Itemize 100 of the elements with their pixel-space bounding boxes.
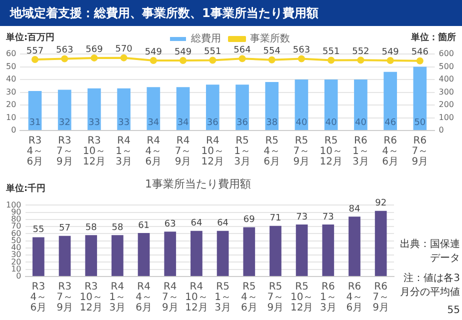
y-tick-label: 40 xyxy=(6,74,16,84)
y-tick-label: 10 xyxy=(6,112,16,122)
bar xyxy=(85,235,98,276)
x-tick-label: R6 4～6月 xyxy=(346,281,363,314)
x-tick-label: R6 1～3月 xyxy=(352,135,369,168)
x-tick-label: R3 4～6月 xyxy=(30,281,47,314)
bar xyxy=(294,80,308,130)
bar xyxy=(270,226,282,276)
bar xyxy=(32,237,44,276)
bar xyxy=(374,210,387,276)
x-tick-label: R4 1～3月 xyxy=(116,135,132,168)
y-tick-label: 80 xyxy=(11,214,22,224)
x-tick-label: R5 7～9月 xyxy=(293,135,310,168)
data-label: 564 xyxy=(234,45,252,56)
data-label: 546 xyxy=(411,48,429,58)
y-tick-label: 0 xyxy=(16,272,22,281)
data-label: 58 xyxy=(85,222,98,233)
bar xyxy=(236,84,249,130)
bar xyxy=(324,80,338,130)
data-label: 38 xyxy=(266,118,278,128)
y-tick-label: 40 xyxy=(11,243,22,252)
x-tick-label: R4 7～9月 xyxy=(174,135,192,168)
bar xyxy=(296,224,308,276)
x-tick-label: R6 4～6月 xyxy=(382,135,398,168)
data-label: 40 xyxy=(354,118,367,128)
y2-tick-label: 300 xyxy=(438,87,454,96)
data-label: 34 xyxy=(148,118,160,128)
bar xyxy=(190,230,202,276)
y2-tick-label: 400 xyxy=(438,74,454,84)
bar xyxy=(112,235,124,276)
data-label: 64 xyxy=(190,218,202,229)
x-tick-label: R3 7～9月 xyxy=(56,281,73,314)
data-label: 64 xyxy=(217,218,229,229)
data-label: 92 xyxy=(375,198,387,209)
y-tick-label: 10 xyxy=(11,264,22,274)
data-label: 554 xyxy=(263,46,281,57)
x-tick-label: R6 7～9月 xyxy=(372,281,390,314)
data-label: 551 xyxy=(322,47,340,58)
bar xyxy=(348,216,360,276)
data-label: 549 xyxy=(144,47,162,58)
data-label: 73 xyxy=(296,212,308,222)
text: 注：値は各3月分の平均値 xyxy=(399,272,460,299)
y-tick-label: 60 xyxy=(6,49,16,58)
x-tick-label: R5 10～12月 xyxy=(320,135,342,168)
bar xyxy=(216,230,229,276)
bar xyxy=(176,87,190,130)
data-label: 50 xyxy=(414,118,426,128)
data-label: 69 xyxy=(243,215,256,226)
text: 55 xyxy=(447,305,460,316)
bar xyxy=(384,72,397,130)
y2-tick-label: 500 xyxy=(438,62,454,71)
bar xyxy=(206,84,220,130)
y-tick-label: 30 xyxy=(6,87,16,96)
x-tick-label: R4 10～12月 xyxy=(201,135,224,168)
data-label: 549 xyxy=(382,47,400,58)
data-label: 61 xyxy=(138,220,150,231)
data-label: 31 xyxy=(29,118,41,128)
data-label: 557 xyxy=(26,46,44,56)
bar xyxy=(138,233,150,276)
data-label: 40 xyxy=(296,118,308,128)
y-tick-label: 50 xyxy=(6,62,16,71)
data-label: 84 xyxy=(348,204,360,214)
x-tick-label: R3 10～12月 xyxy=(82,135,106,168)
y-tick-label: 90 xyxy=(11,207,22,216)
x-tick-label: R5 10～12月 xyxy=(290,281,314,314)
x-tick-label: R5 4～6月 xyxy=(240,281,258,314)
data-label: 33 xyxy=(88,118,100,128)
data-label: 57 xyxy=(59,224,71,234)
bar xyxy=(354,80,368,130)
x-tick-label: R6 1～3月 xyxy=(320,281,336,314)
data-label: 71 xyxy=(270,214,282,224)
x-tick-label: R3 4～6月 xyxy=(26,135,44,168)
y2-tick-label: 200 xyxy=(438,100,454,110)
x-tick-label: R4 10～12月 xyxy=(185,281,208,314)
x-tick-label: R3 10～12月 xyxy=(80,281,102,314)
bar xyxy=(28,90,42,130)
y-axis-title: 単位:百万円 xyxy=(5,32,55,43)
data-label: 32 xyxy=(58,118,70,128)
x-tick-label: R4 4～6月 xyxy=(136,281,152,314)
data-label: 563 xyxy=(292,46,310,56)
data-label: 33 xyxy=(118,118,130,128)
data-label: 46 xyxy=(384,118,396,128)
data-label: 58 xyxy=(112,222,124,233)
legend-label: 事業所数 xyxy=(250,32,290,45)
y-tick-label: 20 xyxy=(6,100,16,110)
bar xyxy=(164,232,176,276)
bar xyxy=(322,224,334,276)
data-label: 73 xyxy=(322,212,334,222)
y-tick-label: 100 xyxy=(6,200,22,210)
bar xyxy=(117,88,130,130)
data-label: 563 xyxy=(56,46,74,56)
data-label: 34 xyxy=(177,118,190,128)
y-axis-title: 単位:千円 xyxy=(5,183,46,194)
data-label: 36 xyxy=(206,118,219,128)
data-label: 40 xyxy=(325,118,338,128)
x-tick-label: R3 7～9月 xyxy=(56,135,73,168)
data-label: 569 xyxy=(86,44,104,55)
bar xyxy=(58,236,71,276)
chart-title: 地域定着支援：総費用、事業所数、1事業所当たり費用額 xyxy=(0,0,462,26)
x-tick-label: R5 1～3月 xyxy=(234,135,250,168)
